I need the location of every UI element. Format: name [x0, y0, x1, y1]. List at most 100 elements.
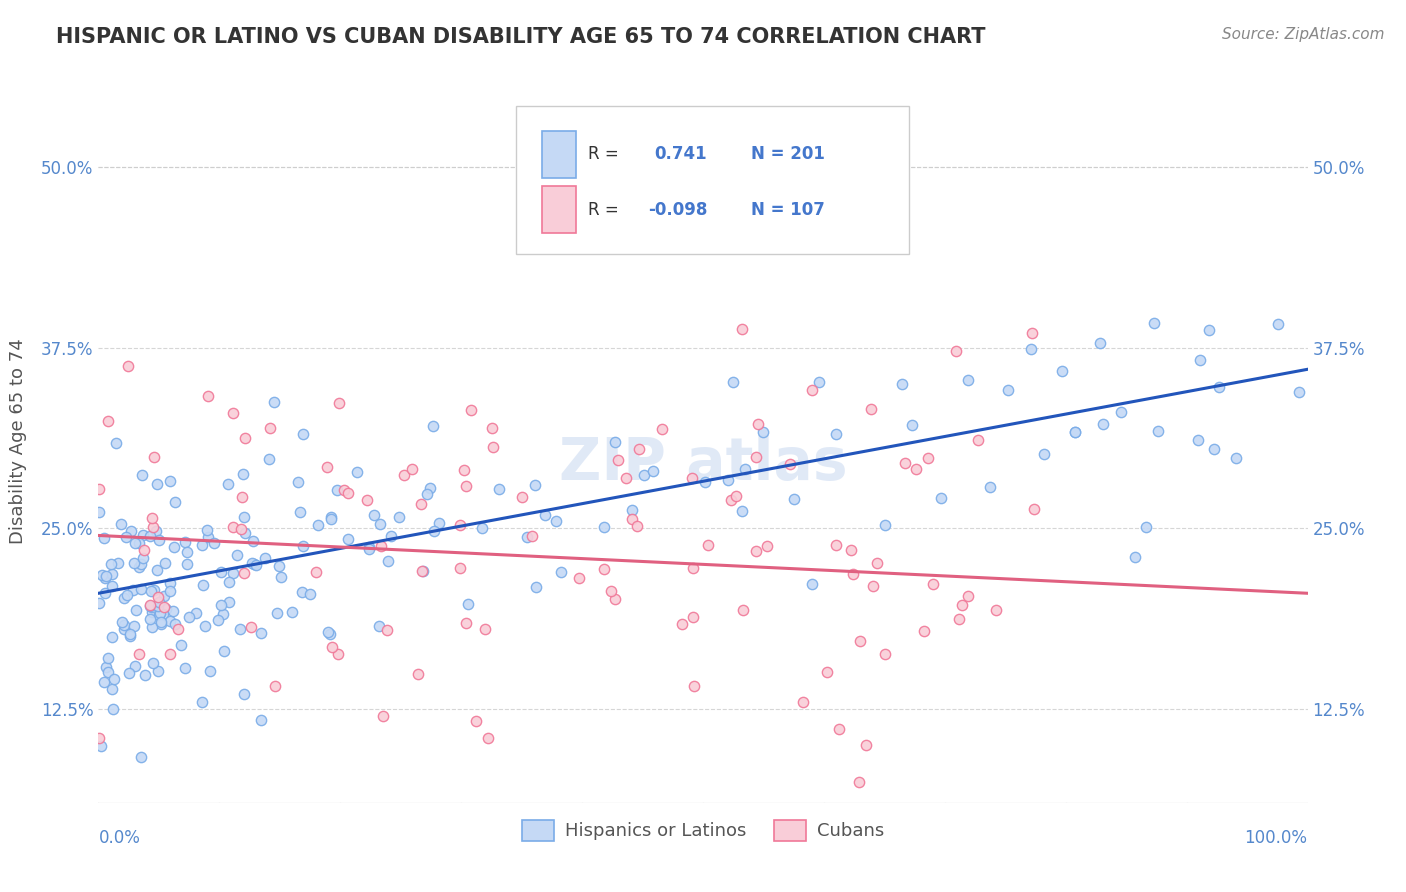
Point [747, 417, 769, 431]
Point [94, 571, 117, 585]
Point [607, 453, 630, 467]
Point [118, 665, 141, 680]
Point [141, 605, 163, 619]
Point [725, 489, 748, 503]
Point [401, 462, 423, 476]
Point [240, 620, 263, 634]
Point [392, 467, 415, 482]
Text: HISPANIC OR LATINO VS CUBAN DISABILITY AGE 65 TO 74 CORRELATION CHART: HISPANIC OR LATINO VS CUBAN DISABILITY A… [56, 27, 986, 46]
Point [482, 440, 505, 454]
Point [118, 626, 141, 640]
Point [411, 564, 433, 578]
Text: ZIP atlas: ZIP atlas [558, 434, 848, 491]
Point [371, 708, 394, 723]
Point [1135, 519, 1157, 533]
Point [94, 660, 117, 674]
Point [321, 640, 343, 654]
Point [145, 476, 167, 491]
Point [232, 566, 254, 580]
Point [194, 619, 217, 633]
FancyBboxPatch shape [516, 105, 908, 253]
Point [292, 540, 315, 554]
Point [101, 682, 124, 697]
Point [801, 577, 824, 591]
Point [979, 480, 1001, 494]
Point [146, 824, 169, 838]
Point [848, 775, 870, 789]
Point [481, 421, 503, 435]
Point [605, 592, 627, 607]
Point [93, 531, 115, 545]
Point [316, 625, 339, 640]
Point [232, 467, 254, 482]
Point [184, 607, 207, 621]
Text: Source: ZipAtlas.com: Source: ZipAtlas.com [1222, 27, 1385, 42]
Point [117, 359, 139, 373]
Point [872, 824, 894, 838]
Point [149, 606, 172, 620]
Point [191, 695, 214, 709]
Point [125, 603, 148, 617]
Point [91, 567, 114, 582]
Point [87, 505, 110, 519]
Text: 0.0%: 0.0% [98, 829, 141, 847]
Text: R =: R = [588, 145, 619, 163]
Point [233, 687, 256, 701]
Point [242, 533, 264, 548]
Point [464, 714, 486, 729]
Point [229, 622, 252, 636]
Point [141, 657, 163, 671]
Point [734, 462, 756, 476]
Text: 0.741: 0.741 [655, 145, 707, 163]
Point [1147, 424, 1170, 438]
Point [1088, 335, 1111, 350]
Point [307, 518, 329, 533]
Point [148, 533, 170, 547]
Point [165, 494, 187, 508]
Point [873, 517, 896, 532]
Point [824, 427, 846, 442]
Point [117, 588, 139, 602]
Point [97, 414, 120, 428]
Point [148, 595, 170, 609]
Point [165, 616, 187, 631]
Point [731, 603, 754, 617]
Point [1225, 450, 1247, 465]
Point [97, 665, 120, 679]
Point [118, 628, 141, 642]
Point [1033, 447, 1056, 461]
Point [259, 421, 281, 435]
Point [112, 618, 135, 632]
Point [122, 556, 145, 570]
Point [422, 418, 444, 433]
Point [409, 497, 432, 511]
Text: N = 201: N = 201 [751, 145, 825, 163]
Point [862, 579, 884, 593]
FancyBboxPatch shape [543, 186, 576, 234]
Point [240, 556, 263, 570]
Point [917, 451, 939, 466]
Point [627, 442, 650, 457]
Point [1202, 442, 1225, 457]
Point [695, 475, 717, 489]
Point [745, 544, 768, 558]
Point [163, 540, 186, 554]
Point [326, 483, 349, 497]
Point [129, 750, 152, 764]
Point [177, 610, 200, 624]
Point [266, 606, 288, 620]
Point [150, 615, 173, 629]
Point [229, 522, 252, 536]
Point [471, 521, 494, 535]
Point [603, 435, 626, 450]
Point [159, 584, 181, 599]
Point [153, 600, 176, 615]
Point [291, 427, 314, 442]
Point [720, 493, 742, 508]
Point [516, 530, 538, 544]
Point [922, 576, 945, 591]
Point [112, 622, 135, 636]
Point [270, 570, 292, 584]
Point [412, 564, 434, 578]
Point [641, 464, 664, 478]
